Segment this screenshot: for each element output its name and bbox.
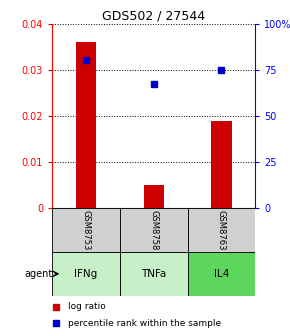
Bar [211, 121, 231, 208]
Bar [76, 42, 96, 208]
Text: log ratio: log ratio [68, 302, 106, 311]
Bar [188, 208, 255, 252]
Text: IL4: IL4 [214, 269, 229, 279]
Text: GSM8763: GSM8763 [217, 210, 226, 250]
Text: GSM8758: GSM8758 [149, 210, 158, 250]
Text: percentile rank within the sample: percentile rank within the sample [68, 319, 222, 328]
Title: GDS502 / 27544: GDS502 / 27544 [102, 9, 205, 23]
Bar [120, 208, 188, 252]
Bar [52, 252, 120, 296]
Text: GSM8753: GSM8753 [81, 210, 90, 250]
Bar [52, 208, 120, 252]
Text: agent: agent [24, 269, 52, 279]
Bar [144, 185, 164, 208]
Text: IFNg: IFNg [75, 269, 98, 279]
Bar [120, 252, 188, 296]
Text: TNFa: TNFa [141, 269, 166, 279]
Bar [188, 252, 255, 296]
